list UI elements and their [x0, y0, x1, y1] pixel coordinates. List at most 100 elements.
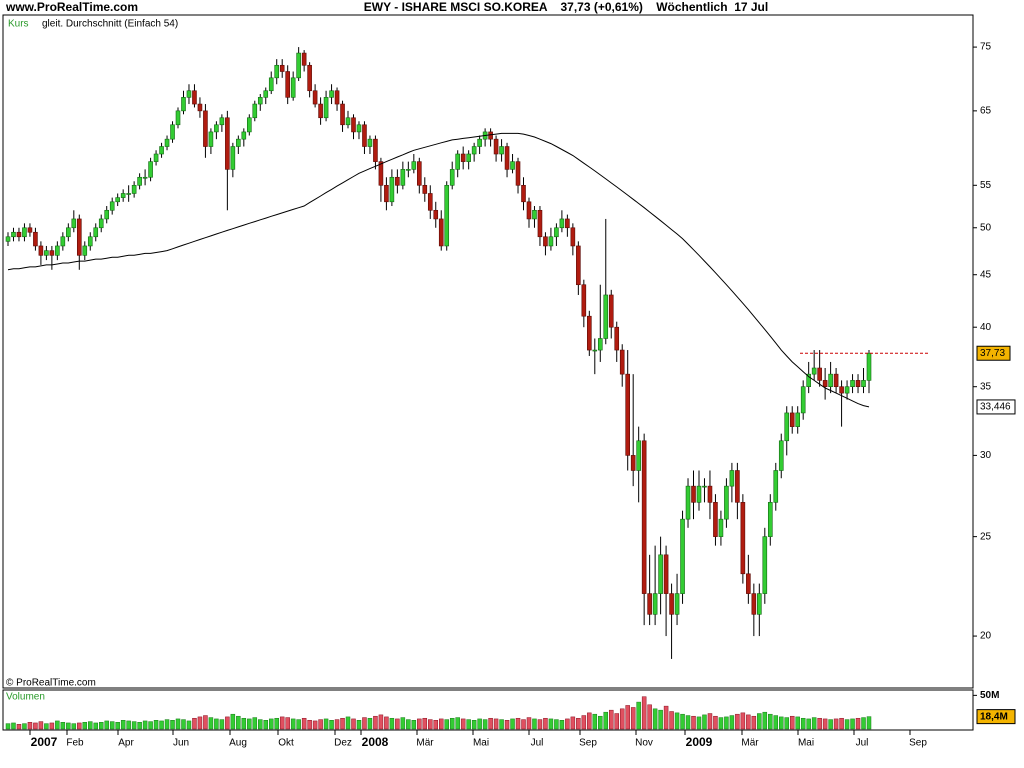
volume-bar: [543, 717, 548, 730]
volume-bar: [279, 716, 285, 730]
volume-bar: [674, 712, 680, 730]
volume-bar: [789, 715, 795, 730]
volume-bar: [417, 718, 422, 730]
volume-bar: [811, 717, 817, 730]
candle-body: [33, 231, 38, 247]
volume-bar: [576, 717, 581, 730]
candle-body: [438, 218, 444, 247]
candle-body: [252, 103, 258, 119]
candle-body: [263, 90, 269, 98]
candle-body: [526, 201, 532, 220]
volume-bar: [164, 719, 170, 730]
volume-bar: [614, 713, 619, 730]
x-tick-label: Mai: [798, 738, 814, 749]
site: www.ProRealTime.com: [5, 0, 138, 14]
volume-bar: [258, 719, 263, 730]
candle-body: [66, 227, 71, 238]
candle-body: [554, 227, 559, 238]
volume-bar: [225, 716, 230, 730]
candle-body: [817, 367, 822, 381]
candle-body: [219, 117, 225, 126]
candle-body: [318, 103, 323, 119]
volume-bar: [27, 722, 33, 730]
volume-bar: [554, 719, 559, 730]
candle-body: [417, 161, 422, 186]
volume-bar: [521, 719, 526, 730]
candle-body: [504, 146, 510, 170]
candle-body: [76, 218, 82, 256]
volume-bar: [537, 719, 543, 730]
candle-body: [625, 373, 631, 456]
candle-body: [713, 502, 718, 537]
y-tick-label: 40: [980, 322, 992, 333]
candle-body: [521, 184, 526, 203]
volume-tick-label: 50M: [980, 690, 999, 701]
x-tick-label: Nov: [635, 738, 653, 749]
volume-bar: [839, 717, 844, 730]
candle-body: [499, 146, 504, 155]
volume-bar: [329, 720, 334, 730]
candle-body: [795, 412, 801, 427]
candle-body: [565, 218, 570, 229]
candle-body: [811, 367, 817, 375]
candle-body: [109, 201, 115, 211]
y-tick-label: 25: [980, 531, 992, 542]
candle-body: [373, 138, 378, 162]
volume-bar: [548, 718, 554, 730]
candle-body: [493, 138, 499, 155]
volume-bar: [570, 716, 576, 730]
candle-body: [773, 470, 779, 503]
volume-bar: [22, 723, 27, 730]
candle-body: [268, 77, 274, 92]
volume-bar: [466, 719, 471, 730]
volume-bar: [192, 717, 197, 730]
candle-body: [466, 153, 471, 162]
volume-bar: [735, 713, 740, 730]
volume-bar: [757, 713, 762, 730]
volume-bar: [323, 718, 329, 730]
candle-body: [576, 245, 581, 286]
volume-bar: [822, 718, 828, 730]
candle-body: [16, 231, 22, 238]
candle-body: [164, 138, 170, 147]
volume-bar: [855, 717, 861, 730]
candle-body: [208, 131, 214, 147]
x-tick-label: Sep: [909, 738, 927, 749]
volume-bar: [828, 719, 833, 730]
candle-body: [27, 227, 33, 233]
candle-body: [159, 146, 164, 155]
candle-body: [422, 184, 428, 194]
candle-body: [400, 169, 406, 186]
candle-body: [44, 250, 49, 256]
candle-body: [351, 117, 356, 133]
volume-bar: [471, 720, 477, 730]
candle-body: [460, 153, 466, 162]
volume-bar: [159, 720, 164, 730]
candle-body: [137, 176, 142, 186]
volume-bar: [740, 712, 746, 730]
candle-body: [120, 193, 126, 198]
volume-bar: [724, 716, 729, 730]
candle-body: [822, 380, 828, 388]
volume-bar: [197, 716, 203, 730]
x-tick-label: 2008: [362, 735, 389, 749]
volume-bar: [861, 717, 866, 730]
x-tick-label: Mai: [473, 738, 489, 749]
candle-body: [131, 184, 137, 194]
volume-bar: [729, 715, 735, 730]
candle-body: [142, 176, 148, 179]
volume-bar: [88, 721, 93, 730]
volume-bar: [33, 722, 38, 730]
candle-body: [93, 227, 99, 238]
volume-bar: [833, 718, 839, 730]
candle-body: [597, 338, 603, 351]
volume-bar: [817, 717, 822, 730]
volume-bar: [784, 717, 789, 730]
volume-bar: [274, 717, 279, 730]
volume-bar: [455, 717, 460, 730]
candle-body: [203, 110, 208, 147]
volume-bar: [428, 719, 433, 730]
y-tick-label: 65: [980, 105, 992, 116]
candle-body: [674, 593, 680, 615]
